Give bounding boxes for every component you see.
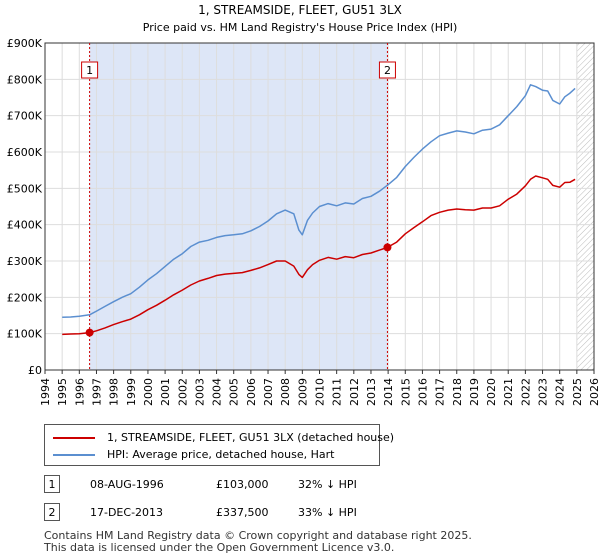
x-tick-label: 2020 [485, 378, 498, 406]
x-tick-label: 2000 [142, 378, 155, 406]
x-tick-label: 1996 [73, 378, 86, 406]
transaction-hpi-diff: 33% ↓ HPI [298, 506, 357, 519]
plot-border [44, 42, 595, 371]
x-tick-label: 2019 [468, 378, 481, 406]
marker-2-dot [383, 243, 392, 252]
hpi-line [62, 84, 576, 319]
x-tick-label: 2022 [519, 378, 532, 406]
y-tick-label: £500K [7, 182, 43, 195]
x-tick-label: 2008 [279, 378, 292, 406]
x-tick-label: 2010 [314, 378, 327, 406]
marker-1-box [81, 61, 99, 79]
x-tick-label: 2017 [434, 378, 447, 406]
y-tick-label: £600K [7, 146, 43, 159]
chart-subtitle: Price paid vs. HM Land Registry's House … [143, 21, 458, 34]
x-tick-label: 2001 [159, 378, 172, 406]
price-chart: 1, STREAMSIDE, FLEET, GU51 3LX Price pai… [7, 3, 600, 406]
x-tick-label: 2002 [176, 378, 189, 406]
transaction-date: 08-AUG-1996 [90, 478, 164, 491]
footer: Contains HM Land Registry data © Crown c… [44, 530, 472, 554]
x-tick-label: 2013 [365, 378, 378, 406]
legend: 1, STREAMSIDE, FLEET, GU51 3LX (detached… [44, 424, 394, 466]
x-tick-label: 2003 [193, 378, 206, 406]
y-tick-label: £300K [7, 255, 43, 268]
x-tick-label: 1997 [90, 378, 103, 406]
transaction-hpi-diff: 32% ↓ HPI [298, 478, 357, 491]
x-tick-label: 2026 [588, 378, 600, 406]
x-tick-label: 2015 [399, 378, 412, 406]
marker-1-dot [85, 328, 94, 337]
x-tick-label: 2025 [571, 378, 584, 406]
footer-licence: This data is licensed under the Open Gov… [44, 541, 395, 554]
x-tick-label: 2011 [331, 378, 344, 406]
footer-copyright: Contains HM Land Registry data © Crown c… [44, 529, 472, 542]
x-tick-label: 1994 [39, 378, 52, 406]
x-tick-label: 2004 [211, 378, 224, 406]
marker-2-label: 2 [384, 64, 391, 77]
x-tick-label: 2006 [245, 378, 258, 406]
ownership-shade [89, 43, 388, 370]
property-price-line [62, 175, 576, 336]
legend-label-hpi: HPI: Average price, detached house, Hart [107, 448, 335, 461]
x-tick-label: 1995 [56, 378, 69, 406]
legend-swatch-hpi [53, 454, 95, 456]
x-tick-label: 2012 [348, 378, 361, 406]
x-tick-label: 2005 [228, 378, 241, 406]
legend-swatch-property [53, 437, 95, 439]
x-tick-label: 2016 [416, 378, 429, 406]
x-tick-label: 2024 [554, 378, 567, 406]
y-tick-label: £0 [28, 364, 42, 377]
x-tick-label: 1999 [125, 378, 138, 406]
x-tick-label: 2018 [451, 378, 464, 406]
x-tick-label: 2023 [537, 378, 550, 406]
marker-1-label: 1 [86, 64, 93, 77]
transaction-price: £337,500 [216, 506, 269, 519]
y-tick-label: £700K [7, 110, 43, 123]
marker-2-box [378, 61, 396, 79]
y-tick-label: £800K [7, 73, 43, 86]
x-tick-label: 2014 [382, 378, 395, 406]
y-tick-label: £400K [7, 219, 43, 232]
y-tick-label: £900K [7, 37, 43, 50]
y-tick-label: £100K [7, 328, 43, 341]
transaction-price: £103,000 [216, 478, 269, 491]
legend-label-property: 1, STREAMSIDE, FLEET, GU51 3LX (detached… [107, 431, 395, 444]
x-tick-label: 1998 [108, 378, 121, 406]
transaction-badge: 2 [44, 503, 60, 521]
projection-hatch [576, 43, 594, 370]
chart-title: 1, STREAMSIDE, FLEET, GU51 3LX [198, 3, 402, 17]
x-tick-label: 2009 [296, 378, 309, 406]
x-tick-label: 2021 [502, 378, 515, 406]
transaction-date: 17-DEC-2013 [90, 506, 164, 519]
y-tick-label: £200K [7, 291, 43, 304]
transaction-badge: 1 [44, 475, 60, 493]
x-tick-label: 2007 [262, 378, 275, 406]
